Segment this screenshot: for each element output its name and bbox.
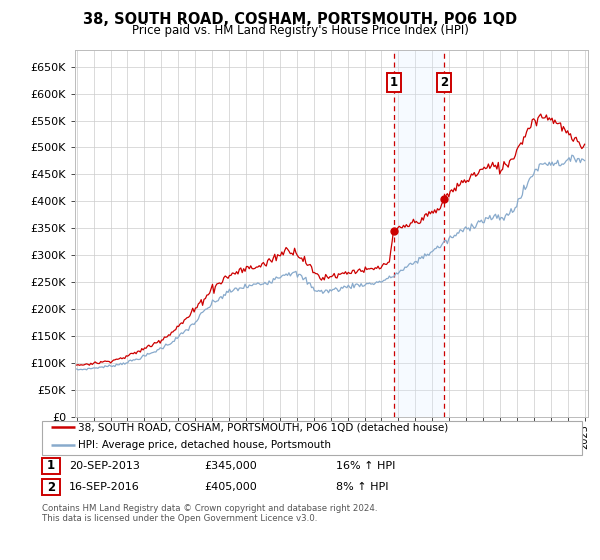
Text: 2: 2 (440, 76, 448, 89)
Text: Contains HM Land Registry data © Crown copyright and database right 2024.
This d: Contains HM Land Registry data © Crown c… (42, 504, 377, 524)
Text: 1: 1 (389, 76, 398, 89)
Text: 8% ↑ HPI: 8% ↑ HPI (336, 482, 389, 492)
Text: HPI: Average price, detached house, Portsmouth: HPI: Average price, detached house, Port… (78, 440, 331, 450)
Text: 16-SEP-2016: 16-SEP-2016 (69, 482, 140, 492)
Bar (394, 50, 445, 417)
Text: £405,000: £405,000 (204, 482, 257, 492)
Text: 2: 2 (47, 480, 55, 494)
Text: 20-SEP-2013: 20-SEP-2013 (69, 461, 140, 471)
Text: 38, SOUTH ROAD, COSHAM, PORTSMOUTH, PO6 1QD (detached house): 38, SOUTH ROAD, COSHAM, PORTSMOUTH, PO6 … (78, 422, 448, 432)
Text: 1: 1 (47, 459, 55, 473)
Text: 38, SOUTH ROAD, COSHAM, PORTSMOUTH, PO6 1QD: 38, SOUTH ROAD, COSHAM, PORTSMOUTH, PO6 … (83, 12, 517, 27)
Text: £345,000: £345,000 (204, 461, 257, 471)
Text: Price paid vs. HM Land Registry's House Price Index (HPI): Price paid vs. HM Land Registry's House … (131, 24, 469, 36)
Text: 16% ↑ HPI: 16% ↑ HPI (336, 461, 395, 471)
